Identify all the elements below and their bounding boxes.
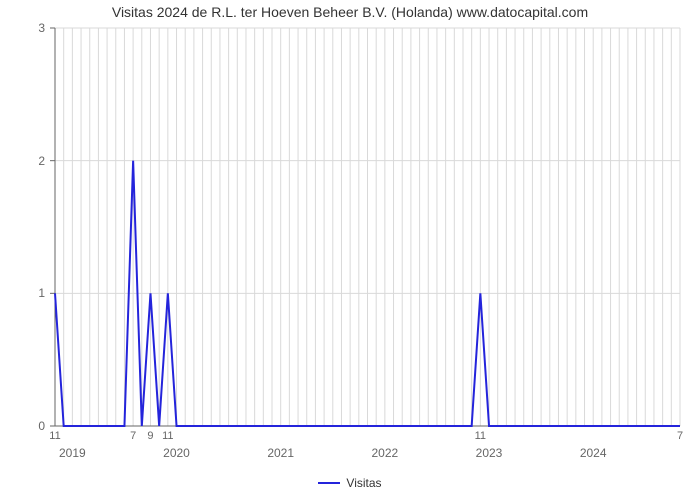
legend: Visitas [0,476,700,490]
x-major-tick-label: 2022 [372,446,399,460]
x-minor-tick-label: 9 [147,430,153,442]
y-tick-label: 3 [0,21,45,35]
chart-container: Visitas 2024 de R.L. ter Hoeven Beheer B… [0,0,700,500]
plot-area [55,28,680,426]
y-tick-label: 1 [0,286,45,300]
gridlines [55,28,680,426]
x-minor-tick-label: 11 [475,430,486,442]
x-major-tick-label: 2019 [59,446,86,460]
x-major-tick-label: 2021 [267,446,294,460]
x-major-tick-label: 2024 [580,446,607,460]
chart-title: Visitas 2024 de R.L. ter Hoeven Beheer B… [0,4,700,20]
x-major-tick-label: 2023 [476,446,503,460]
legend-label: Visitas [346,476,381,490]
x-minor-tick-label: 7 [677,430,683,442]
legend-swatch [318,482,340,484]
y-tick-label: 2 [0,154,45,168]
x-minor-tick-label: 7 [130,430,136,442]
x-minor-tick-label: 11 [162,430,173,442]
y-tick-label: 0 [0,419,45,433]
x-major-tick-label: 2020 [163,446,190,460]
x-minor-tick-label: 11 [49,430,60,442]
axes [50,28,680,426]
